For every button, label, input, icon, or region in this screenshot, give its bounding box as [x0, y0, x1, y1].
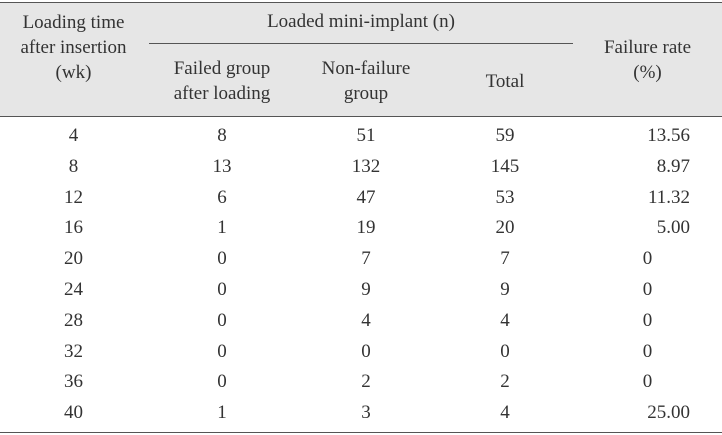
table-row: 28 0 4 4 0 — [0, 308, 722, 339]
cell-failed: 13 — [212, 155, 232, 177]
cell-rate: 11.32 — [647, 186, 690, 208]
cell-total: 9 — [500, 279, 510, 300]
cell-wk: 8 — [68, 155, 79, 177]
cell-nonfailure: 51 — [356, 125, 376, 146]
header-group: Loaded mini-implant (n) — [267, 11, 455, 32]
cell-failed: 0 — [217, 248, 227, 270]
table-row: 16 1 19 20 5.00 — [0, 215, 722, 246]
cell-rate: 0 — [642, 340, 653, 362]
cell-rate: 0 — [642, 279, 653, 300]
table-row: 32 0 0 0 0 — [0, 339, 722, 370]
header-failed-group: Failed group after loading — [149, 56, 295, 106]
bottom-rule — [0, 432, 722, 433]
cell-total: 20 — [495, 217, 515, 239]
cell-rate: 25.00 — [647, 402, 690, 424]
header-rate-line2: (%) — [633, 62, 662, 83]
cell-total: 53 — [495, 186, 515, 208]
cell-wk: 20 — [64, 248, 83, 270]
cell-nonfailure: 9 — [361, 279, 371, 300]
cell-failed: 0 — [217, 279, 227, 300]
header-loading-time: Loading time after insertion (wk) — [0, 10, 147, 85]
cell-failed: 8 — [217, 125, 227, 146]
cell-failed: 1 — [217, 402, 227, 424]
cell-wk: 16 — [64, 217, 83, 239]
cell-wk: 24 — [64, 279, 83, 300]
cell-nonfailure: 2 — [361, 371, 371, 393]
cell-nonfailure: 7 — [361, 248, 371, 270]
cell-total: 59 — [495, 125, 515, 146]
cell-failed: 0 — [217, 340, 227, 362]
header-loading-time-line1: Loading time — [22, 12, 125, 33]
cell-wk: 40 — [64, 402, 83, 424]
header-failed-line1: Failed group — [173, 58, 271, 79]
cell-wk: 32 — [64, 340, 83, 362]
table-row: 12 6 47 53 11.32 — [0, 185, 722, 216]
cell-nonfailure: 3 — [361, 402, 371, 424]
cell-failed: 1 — [217, 217, 227, 239]
cell-total: 0 — [500, 340, 510, 362]
cell-rate: 0 — [642, 309, 653, 331]
cell-nonfailure: 0 — [361, 340, 371, 362]
group-header-rule — [149, 43, 573, 44]
cell-failed: 6 — [217, 186, 227, 208]
cell-total: 4 — [500, 309, 510, 331]
cell-wk: 28 — [64, 309, 83, 331]
table-row: 8 13 132 145 8.97 — [0, 154, 722, 185]
cell-rate: 5.00 — [656, 217, 690, 239]
header-failure-rate: Failure rate (%) — [573, 35, 722, 85]
header-loading-time-line2: after insertion — [20, 37, 127, 58]
cell-rate: 13.56 — [647, 125, 690, 146]
cell-nonfailure: 4 — [361, 309, 371, 331]
header-failed-line2: after loading — [173, 83, 271, 104]
cell-rate: 0 — [642, 248, 653, 270]
table-row: 4 8 51 59 13.56 — [0, 123, 722, 154]
header-nonfailure-group: Non-failure group — [295, 56, 437, 106]
cell-total: 4 — [500, 402, 510, 424]
cell-wk: 36 — [64, 371, 83, 393]
cell-wk: 12 — [64, 186, 83, 208]
top-rule — [0, 2, 722, 3]
cell-nonfailure: 47 — [356, 186, 376, 208]
header-nonfailure-line2: group — [343, 83, 389, 104]
header-loading-time-line3: (wk) — [55, 62, 92, 83]
cell-nonfailure: 132 — [351, 155, 381, 177]
header-nonfailure-line1: Non-failure — [321, 58, 411, 79]
cell-failed: 0 — [217, 309, 227, 331]
table-row: 20 0 7 7 0 — [0, 246, 722, 277]
header-rule — [0, 116, 722, 117]
cell-wk: 4 — [68, 125, 79, 146]
cell-total: 2 — [500, 371, 510, 393]
header-rate-line1: Failure rate — [603, 37, 692, 58]
cell-rate: 0 — [642, 371, 653, 393]
cell-failed: 0 — [217, 371, 227, 393]
table-row: 36 0 2 2 0 — [0, 369, 722, 400]
header-total: Total — [485, 71, 525, 92]
table-row: 24 0 9 9 0 — [0, 277, 722, 308]
cell-nonfailure: 19 — [356, 217, 376, 239]
cell-rate: 8.97 — [656, 155, 690, 177]
table-row: 40 1 3 4 25.00 — [0, 400, 722, 431]
table-header-background — [0, 3, 722, 117]
cell-total: 145 — [490, 155, 520, 177]
cell-total: 7 — [500, 248, 510, 270]
